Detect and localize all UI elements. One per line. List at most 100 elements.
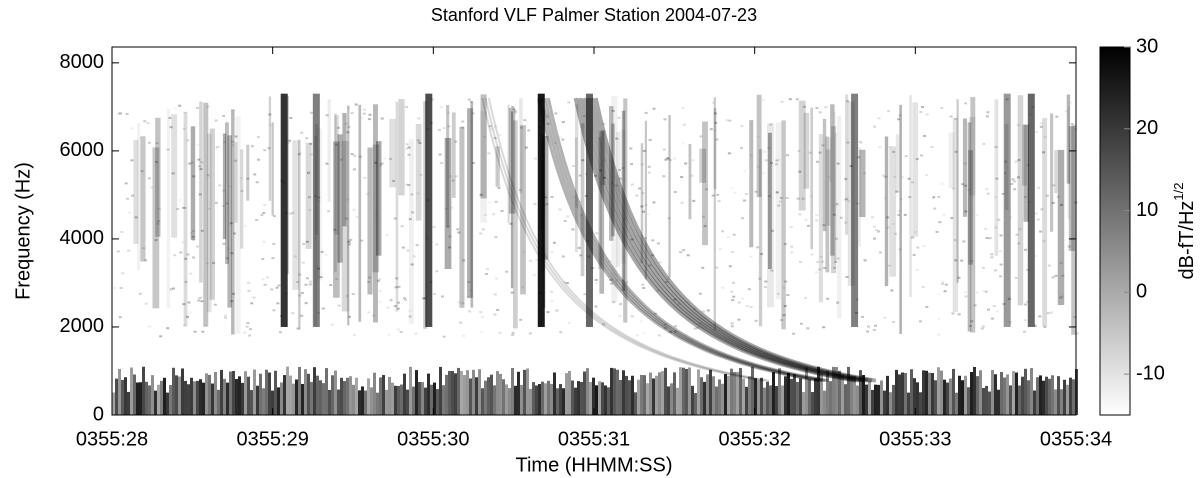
spectrogram-cell [798, 100, 806, 211]
colorbar-tick-label: 30 [1136, 35, 1158, 57]
spectrogram-cell [517, 371, 520, 415]
spectrogram-cell [172, 287, 176, 290]
spectrogram-cell [587, 255, 591, 258]
spectrogram-cell [979, 370, 982, 415]
spectrogram-cell [288, 139, 292, 142]
spectrogram-cell [859, 149, 866, 218]
spectrogram-cell [769, 385, 772, 415]
spectrogram-cell [456, 228, 460, 231]
spectrogram-cell [601, 382, 604, 415]
spectrogram-cell [461, 120, 465, 123]
spectrogram-cell [731, 250, 735, 253]
spectrogram-cell [358, 390, 361, 415]
spectrogram-cell [992, 305, 996, 308]
spectrogram-cell [868, 381, 871, 415]
spectrogram-cell [699, 148, 707, 183]
spectrogram-cell [541, 211, 545, 214]
spectrogram-cell [829, 137, 832, 182]
spectrogram-cell [877, 117, 881, 120]
spectrogram-cell [511, 333, 515, 336]
spectrogram-cell [995, 310, 999, 313]
spectrogram-cell [634, 392, 637, 415]
spectrogram-cell [523, 119, 527, 122]
spectrogram-cell [609, 278, 613, 281]
spectrogram-cell [911, 181, 915, 184]
spectrogram-cell [816, 261, 820, 264]
spectrogram-cell [601, 130, 606, 186]
spectrogram-cell [375, 141, 382, 256]
spectrogram-cell [674, 325, 678, 328]
spectrogram-cell [770, 269, 774, 272]
spectrogram-cell [981, 325, 985, 328]
spectrogram-cell [818, 151, 822, 154]
spectrogram-cell [882, 174, 886, 177]
spectrogram-cell [385, 234, 389, 237]
spectrogram-cell [1017, 158, 1021, 161]
spectrogram-cell [246, 321, 250, 324]
spectrogram-cell [611, 96, 618, 302]
spectrogram-cell [821, 144, 825, 147]
spectrogram-cell [968, 117, 976, 196]
spectrogram-cell [647, 165, 651, 168]
spectrogram-cell [739, 368, 742, 415]
y-tick-label: 0 [93, 403, 104, 425]
spectrogram-cell [760, 377, 763, 415]
spectrogram-cell [789, 226, 793, 229]
spectrogram-cell [181, 241, 185, 244]
spectrogram-cell [580, 381, 583, 415]
spectrogram-cell [316, 311, 320, 314]
spectrogram-cell [198, 297, 202, 300]
spectrogram-cell [999, 275, 1003, 278]
spectrogram-cell [685, 368, 688, 415]
spectrogram-cell [677, 303, 681, 306]
spectrogram-cell [985, 385, 988, 415]
spectrogram-cell [705, 188, 709, 191]
spectrogram-cell [652, 378, 655, 415]
spectrogram-cell [610, 182, 614, 185]
spectrogram-cell [790, 245, 794, 248]
spectrogram-cell [494, 200, 498, 203]
spectrogram-cell [641, 283, 645, 286]
spectrogram-cell [533, 157, 537, 160]
spectrogram-cell [553, 141, 557, 144]
x-axis-label: Time (HHMM:SS) [515, 454, 672, 476]
spectrogram-cell [347, 105, 350, 326]
spectrogram-cell [981, 266, 985, 269]
spectrogram-cell [1061, 274, 1065, 277]
spectrogram-cell [280, 382, 283, 415]
spectrogram-cell [810, 253, 814, 256]
spectrogram-cell [519, 318, 523, 321]
spectrogram-cell [261, 278, 265, 281]
spectrogram-cell [143, 120, 147, 123]
spectrogram-cell [373, 104, 378, 323]
spectrogram-cell [145, 381, 148, 415]
spectrogram-cell [328, 389, 331, 415]
spectrogram-cell [307, 171, 311, 174]
spectrogram-cell [372, 144, 380, 273]
spectrogram-cell [940, 182, 944, 185]
spectrogram-cell [985, 115, 989, 118]
spectrogram-cell [260, 213, 264, 216]
spectrogram-cell [661, 371, 664, 415]
spectrogram-cell [192, 175, 196, 178]
spectrogram-cell [295, 379, 298, 415]
spectrogram-cell [151, 375, 154, 415]
spectrogram-cell [957, 313, 961, 316]
spectrogram-cell [460, 370, 463, 415]
spectrogram-cell [747, 288, 751, 291]
spectrogram-cell [1011, 178, 1015, 181]
spectrogram-cell [867, 325, 871, 328]
spectrogram-cell [982, 387, 985, 415]
spectrogram-cell [495, 146, 500, 187]
spectrogram-cell [775, 192, 779, 195]
spectrogram-cell [956, 99, 959, 283]
spectrogram-cell [113, 287, 117, 290]
spectrogram-cell [169, 385, 172, 415]
spectrogram-cell [270, 288, 274, 291]
spectrogram-cell [933, 207, 937, 210]
spectrogram-cell [169, 126, 173, 129]
spectrogram-cell [257, 158, 261, 161]
spectrogram-cell [953, 239, 957, 242]
spectrogram-cell [189, 231, 193, 234]
